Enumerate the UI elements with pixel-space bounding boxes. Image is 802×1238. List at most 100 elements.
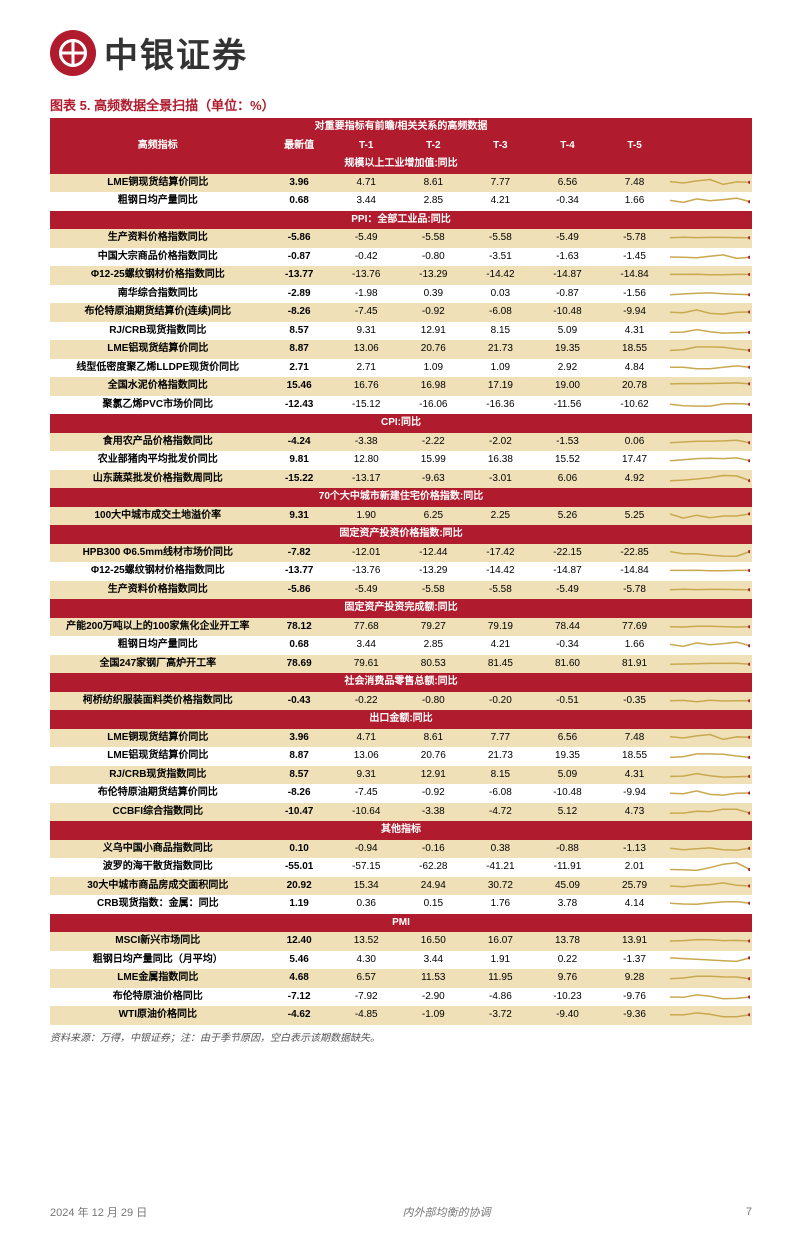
table-row: LME铝现货结算价同比8.8713.0620.7621.7319.3518.55: [50, 747, 752, 766]
data-cell: -10.64: [333, 803, 400, 822]
data-cell: 6.56: [534, 729, 601, 748]
sparkline-cell: [668, 636, 752, 655]
row-label: 产能200万吨以上的100家焦化企业开工率: [50, 618, 266, 637]
data-cell: -4.85: [333, 1006, 400, 1025]
data-cell: -9.94: [601, 303, 668, 322]
data-cell: -1.53: [534, 433, 601, 452]
data-cell: 4.21: [467, 192, 534, 211]
column-header: T-5: [601, 137, 668, 156]
data-cell: -1.45: [601, 248, 668, 267]
data-cell: 78.44: [534, 618, 601, 637]
data-cell: 0.06: [601, 433, 668, 452]
group-header: CPI:同比: [50, 414, 752, 433]
table-row: HPB300 Φ6.5mm线材市场价同比-7.82-12.01-12.44-17…: [50, 544, 752, 563]
sparkline-cell: [668, 562, 752, 581]
data-cell: -0.35: [601, 692, 668, 711]
data-cell: 21.73: [467, 747, 534, 766]
row-label: 义乌中国小商品指数同比: [50, 840, 266, 859]
data-cell: -0.92: [400, 303, 467, 322]
data-cell: -12.43: [266, 396, 333, 415]
data-cell: -9.63: [400, 470, 467, 489]
sparkline-cell: [668, 174, 752, 193]
data-cell: 15.34: [333, 877, 400, 896]
data-cell: 8.87: [266, 747, 333, 766]
row-label: 生产资料价格指数同比: [50, 229, 266, 248]
data-cell: -9.36: [601, 1006, 668, 1025]
row-label: 全国247家钢厂高炉开工率: [50, 655, 266, 674]
data-cell: -13.76: [333, 562, 400, 581]
data-cell: 15.46: [266, 377, 333, 396]
data-cell: -1.98: [333, 285, 400, 304]
data-cell: -57.15: [333, 858, 400, 877]
table-row: 南华综合指数同比-2.89-1.980.390.03-0.87-1.56: [50, 285, 752, 304]
data-cell: 2.85: [400, 636, 467, 655]
data-cell: -17.42: [467, 544, 534, 563]
row-label: 布伦特原油期货结算价(连续)同比: [50, 303, 266, 322]
data-cell: -5.49: [534, 581, 601, 600]
table-title: 图表 5. 高频数据全景扫描（单位：%）: [50, 95, 752, 114]
data-cell: 19.35: [534, 747, 601, 766]
table-row: RJ/CRB现货指数同比8.579.3112.918.155.094.31: [50, 766, 752, 785]
data-cell: -55.01: [266, 858, 333, 877]
column-header-row: 高频指标最新值T-1T-2T-3T-4T-5: [50, 137, 752, 156]
data-cell: 78.69: [266, 655, 333, 674]
data-cell: -8.26: [266, 784, 333, 803]
sparkline-cell: [668, 248, 752, 267]
data-cell: -5.58: [467, 581, 534, 600]
sparkline-cell: [668, 1006, 752, 1025]
group-header: 固定资产投资完成额:同比: [50, 599, 752, 618]
data-cell: 8.61: [400, 174, 467, 193]
row-label: CRB现货指数：金属：同比: [50, 895, 266, 914]
row-label: RJ/CRB现货指数同比: [50, 322, 266, 341]
data-cell: 7.77: [467, 729, 534, 748]
data-cell: -6.08: [467, 303, 534, 322]
brand-name: 中银证券: [104, 28, 248, 77]
data-cell: 0.68: [266, 636, 333, 655]
data-cell: -0.94: [333, 840, 400, 859]
data-cell: -14.42: [467, 266, 534, 285]
data-cell: 11.95: [467, 969, 534, 988]
data-cell: 12.80: [333, 451, 400, 470]
table-row: 中国大宗商品价格指数同比-0.87-0.42-0.80-3.51-1.63-1.…: [50, 248, 752, 267]
data-cell: 13.91: [601, 932, 668, 951]
row-label: 全国水泥价格指数同比: [50, 377, 266, 396]
data-cell: 0.38: [467, 840, 534, 859]
table-row: LME铝现货结算价同比8.8713.0620.7621.7319.3518.55: [50, 340, 752, 359]
data-cell: 20.76: [400, 747, 467, 766]
group-header: 固定资产投资价格指数:同比: [50, 525, 752, 544]
data-cell: 79.19: [467, 618, 534, 637]
data-cell: 1.09: [467, 359, 534, 378]
group-header: 70个大中城市新建住宅价格指数:同比: [50, 488, 752, 507]
sparkline-cell: [668, 988, 752, 1007]
data-cell: -0.88: [534, 840, 601, 859]
data-cell: -0.22: [333, 692, 400, 711]
data-cell: -4.24: [266, 433, 333, 452]
data-cell: -0.43: [266, 692, 333, 711]
sparkline-cell: [668, 303, 752, 322]
data-cell: -0.80: [400, 248, 467, 267]
data-cell: 2.92: [534, 359, 601, 378]
data-cell: 79.27: [400, 618, 467, 637]
data-cell: 13.52: [333, 932, 400, 951]
data-cell: -12.44: [400, 544, 467, 563]
sparkline-cell: [668, 285, 752, 304]
data-cell: 5.46: [266, 951, 333, 970]
top-section-header: 对重要指标有前瞻/相关关系的高频数据: [50, 118, 752, 137]
sparkline-cell: [668, 507, 752, 526]
data-cell: 9.76: [534, 969, 601, 988]
table-row: 线型低密度聚乙烯LLDPE现货价同比2.712.711.091.092.924.…: [50, 359, 752, 378]
data-cell: -4.62: [266, 1006, 333, 1025]
data-cell: 6.57: [333, 969, 400, 988]
sparkline-cell: [668, 877, 752, 896]
data-cell: -0.80: [400, 692, 467, 711]
data-cell: -10.47: [266, 803, 333, 822]
table-row: 生产资料价格指数同比-5.86-5.49-5.58-5.58-5.49-5.78: [50, 581, 752, 600]
data-cell: 16.50: [400, 932, 467, 951]
data-cell: -11.56: [534, 396, 601, 415]
data-cell: -2.22: [400, 433, 467, 452]
data-cell: 6.25: [400, 507, 467, 526]
data-cell: 12.40: [266, 932, 333, 951]
data-cell: 16.07: [467, 932, 534, 951]
row-label: HPB300 Φ6.5mm线材市场价同比: [50, 544, 266, 563]
data-cell: 0.15: [400, 895, 467, 914]
